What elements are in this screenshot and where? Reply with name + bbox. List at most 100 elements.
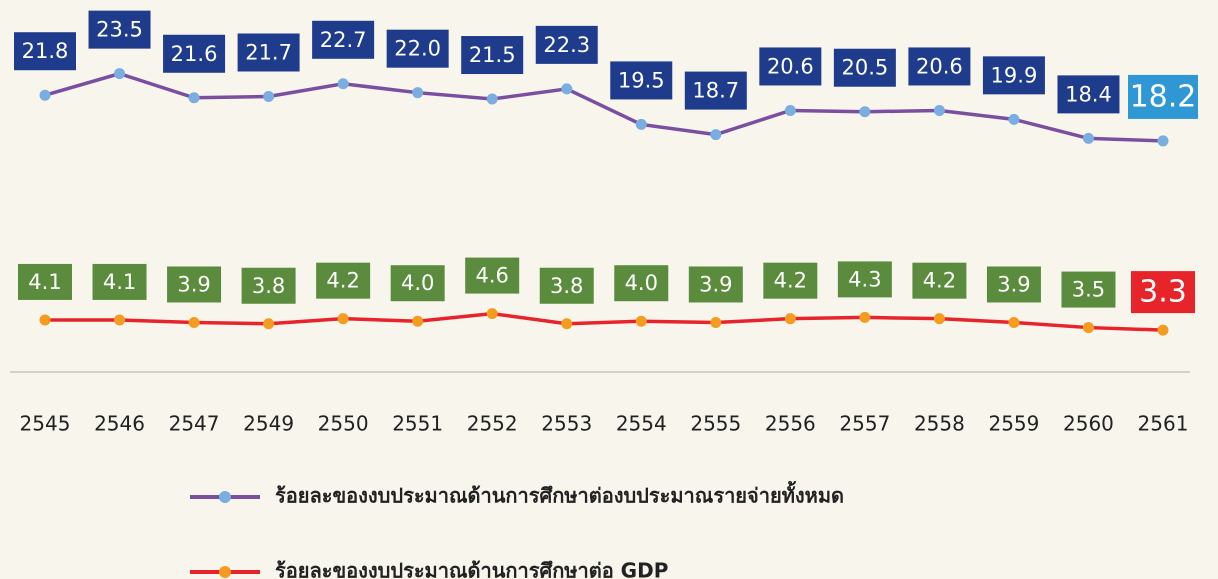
legend-marker xyxy=(219,566,231,578)
marker xyxy=(337,313,349,325)
data-label: 20.6 xyxy=(916,54,963,78)
data-label: 21.8 xyxy=(22,39,69,63)
data-label: 18.4 xyxy=(1065,82,1112,106)
marker xyxy=(635,315,647,327)
marker xyxy=(1008,316,1020,328)
x-tick-label: 2549 xyxy=(243,412,294,436)
label-box xyxy=(908,47,971,86)
x-tick-label: 2561 xyxy=(1138,412,1189,436)
legend-label: ร้อยละของงบประมาณด้านการศึกษาต่อ GDP xyxy=(275,559,668,579)
marker xyxy=(859,106,871,118)
label-box xyxy=(837,261,892,298)
marker xyxy=(784,313,796,325)
data-label: 20.6 xyxy=(767,54,814,78)
data-label: 4.1 xyxy=(28,270,61,294)
label-box xyxy=(1128,74,1198,119)
marker xyxy=(561,83,573,95)
marker xyxy=(1157,324,1169,336)
x-tick-label: 2547 xyxy=(169,412,220,436)
label-box xyxy=(610,61,673,100)
label-box xyxy=(614,265,669,302)
x-tick-label: 2559 xyxy=(988,412,1039,436)
label-box xyxy=(684,71,747,110)
label-box xyxy=(386,29,449,68)
marker xyxy=(486,308,498,320)
marker xyxy=(337,78,349,90)
x-tick-label: 2551 xyxy=(392,412,443,436)
marker xyxy=(263,318,275,330)
marker xyxy=(1008,113,1020,125)
data-label: 4.2 xyxy=(326,269,359,293)
marker xyxy=(933,313,945,325)
data-label: 19.9 xyxy=(991,63,1038,87)
label-box xyxy=(92,263,147,300)
marker xyxy=(39,314,51,326)
data-label: 22.7 xyxy=(320,28,367,52)
x-tick-label: 2545 xyxy=(20,412,71,436)
marker xyxy=(188,92,200,104)
marker xyxy=(933,104,945,116)
label-box xyxy=(237,33,300,72)
label-box xyxy=(167,266,222,303)
label-box xyxy=(912,262,967,299)
label-box xyxy=(461,36,524,75)
data-label: 4.0 xyxy=(401,271,434,295)
marker xyxy=(635,118,647,130)
marker xyxy=(561,318,573,330)
label-box xyxy=(1061,271,1116,308)
label-box xyxy=(688,266,743,303)
x-tick-label: 2560 xyxy=(1063,412,1114,436)
marker xyxy=(1082,132,1094,144)
x-tick-label: 2552 xyxy=(467,412,518,436)
data-label: 20.5 xyxy=(841,56,888,80)
marker xyxy=(784,104,796,116)
label-box xyxy=(88,10,151,49)
label-box xyxy=(1057,75,1120,114)
data-label: 18.7 xyxy=(692,79,739,103)
marker xyxy=(710,129,722,141)
marker xyxy=(486,93,498,105)
legend-marker xyxy=(219,491,231,503)
label-box xyxy=(763,262,818,299)
data-label: 3.9 xyxy=(177,272,210,296)
x-tick-label: 2546 xyxy=(94,412,145,436)
data-label: 3.8 xyxy=(252,274,285,298)
data-label: 21.7 xyxy=(245,40,292,64)
marker xyxy=(412,315,424,327)
data-label: 21.6 xyxy=(171,42,218,66)
data-label: 3.9 xyxy=(699,272,732,296)
marker xyxy=(39,89,51,101)
label-box xyxy=(535,25,598,64)
x-tick-label: 2554 xyxy=(616,412,667,436)
data-label: 4.3 xyxy=(848,267,881,291)
data-label: 19.5 xyxy=(618,68,665,92)
data-label: 4.1 xyxy=(103,270,136,294)
marker xyxy=(188,316,200,328)
label-box xyxy=(759,47,822,86)
x-tick-label: 2553 xyxy=(541,412,592,436)
x-tick-label: 2550 xyxy=(318,412,369,436)
x-tick-label: 2556 xyxy=(765,412,816,436)
label-box xyxy=(986,266,1041,303)
label-box xyxy=(163,34,226,73)
label-box xyxy=(1131,271,1195,314)
marker xyxy=(114,68,126,80)
marker xyxy=(1157,135,1169,147)
label-box xyxy=(833,48,896,87)
data-label: 22.0 xyxy=(394,37,441,61)
x-tick-label: 2555 xyxy=(690,412,741,436)
series-line xyxy=(44,71,1164,143)
label-box xyxy=(465,257,520,294)
label-box xyxy=(539,267,594,304)
marker xyxy=(114,314,126,326)
data-label: 23.5 xyxy=(96,18,143,42)
label-box xyxy=(312,20,375,59)
data-label: 21.5 xyxy=(469,43,516,67)
data-label: 18.2 xyxy=(1130,79,1197,114)
data-label: 3.3 xyxy=(1139,275,1187,310)
data-label: 3.5 xyxy=(1072,278,1105,302)
label-box xyxy=(982,56,1045,95)
data-label: 4.2 xyxy=(774,269,807,293)
data-label: 4.6 xyxy=(475,264,508,288)
